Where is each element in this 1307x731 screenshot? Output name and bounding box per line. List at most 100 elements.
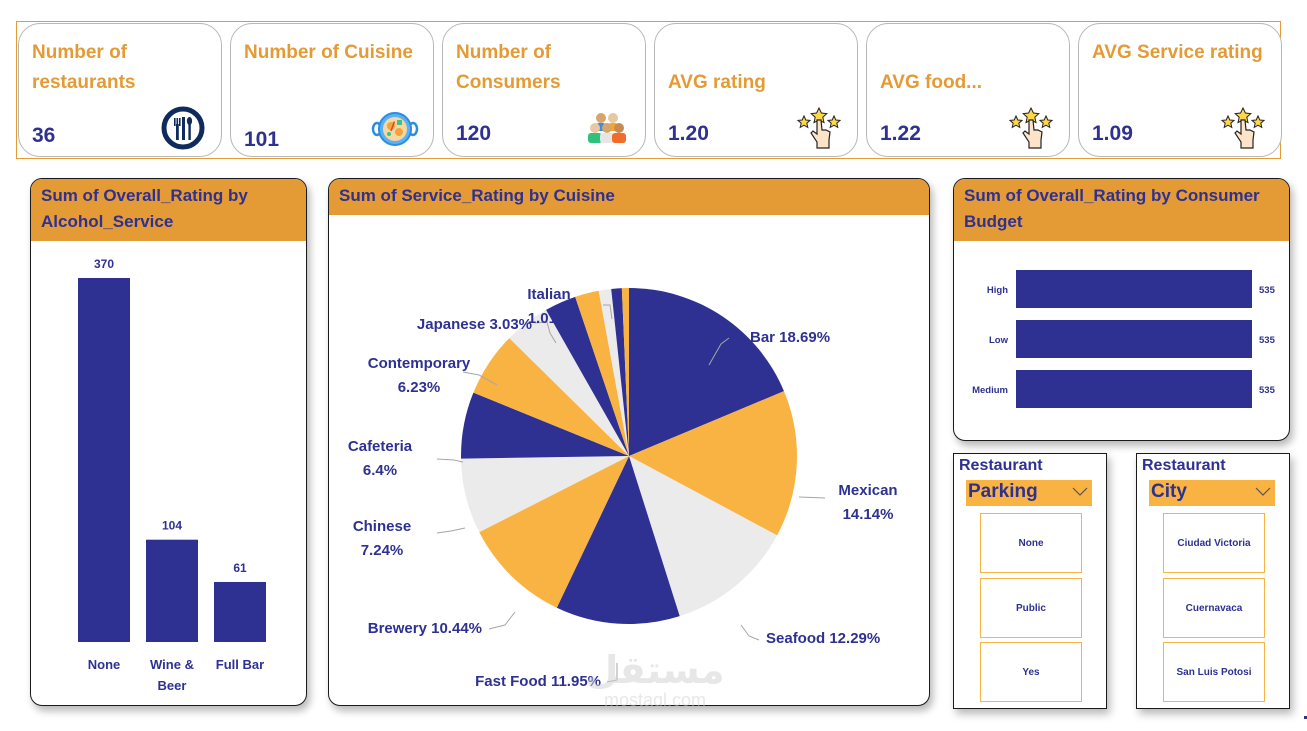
- bar-full-bar[interactable]: [214, 581, 266, 642]
- pie-label: 6.23%: [398, 379, 441, 396]
- star-rating-hand-icon: [796, 106, 842, 149]
- kpi-value: 1.22: [880, 122, 921, 145]
- bar-medium[interactable]: [1016, 370, 1252, 408]
- chart-title: Sum of Overall_Rating by Alcohol_Service: [31, 179, 306, 241]
- pie-slice-brewery[interactable]: [479, 456, 629, 608]
- cuisine-pie-chart-panel: Sum of Service_Rating by Cuisine Bar 18.…: [328, 178, 930, 706]
- pie-slice-contemporary[interactable]: [473, 338, 629, 456]
- pie-label: Italian: [527, 286, 570, 303]
- pie-slice-other-11[interactable]: [598, 288, 629, 456]
- bar-low[interactable]: [1016, 320, 1252, 358]
- cuisine-pie-chart: Bar 18.69% Mexican 14.14% Seafood 12.29% Fas…: [348, 286, 898, 690]
- slicer-label: Restaurant: [959, 457, 1043, 474]
- slicer-item[interactable]: San Luis Potosi: [1163, 642, 1265, 702]
- leader-line: [606, 663, 618, 683]
- bar-value-label: 535: [1259, 285, 1276, 296]
- consumer-budget-chart-panel: Sum of Overall_Rating by Consumer Budget…: [953, 178, 1290, 441]
- leader-line: [740, 624, 760, 641]
- slicer-item[interactable]: Cuernavaca: [1163, 578, 1265, 638]
- chart-title: Sum of Overall_Rating by Consumer Budget: [954, 179, 1289, 241]
- leader-line: [603, 304, 613, 320]
- pie-slice-japanese[interactable]: [546, 296, 629, 456]
- kpi-card-restaurants: Number of restaurants 36: [18, 23, 222, 157]
- chart-title: Sum of Service_Rating by Cuisine: [329, 179, 929, 215]
- category-label: High: [987, 285, 1008, 296]
- kpi-title: Number of Consumers: [456, 42, 561, 93]
- kpi-card-consumers: Number of Consumers 120: [442, 23, 646, 157]
- pie-label: Chinese: [353, 518, 411, 535]
- category-label: Medium: [972, 385, 1008, 396]
- kpi-value: 101: [244, 128, 280, 151]
- pie-label: 6.4%: [363, 462, 397, 479]
- kpi-value: 1.20: [668, 122, 709, 145]
- chevron-down-icon[interactable]: [1072, 484, 1088, 498]
- category-label: None: [88, 657, 121, 672]
- city-dropdown[interactable]: City: [1149, 480, 1275, 506]
- kpi-card-avg-service-rating: AVG Service rating 1.09: [1078, 23, 1282, 157]
- city-slicer: Restaurant City Ciudad Victoria Cuernava…: [1136, 453, 1290, 709]
- pie-label: Seafood 12.29%: [766, 630, 880, 647]
- kpi-title: AVG Service rating: [1092, 42, 1263, 63]
- kpi-title: Number of restaurants: [32, 42, 136, 93]
- parking-slicer: Restaurant Parking None Public Yes: [953, 453, 1107, 709]
- bar-high[interactable]: [1016, 270, 1252, 308]
- kpi-value: 120: [456, 122, 492, 145]
- alcohol-service-chart-panel: Sum of Overall_Rating by Alcohol_Service…: [30, 178, 307, 706]
- kpi-card-avg-food-rating: AVG food... 1.22: [866, 23, 1070, 157]
- kpi-strip: Number of restaurants 36 Number of Cuisi…: [16, 21, 1282, 159]
- category-label: Wine &: [150, 657, 194, 672]
- consumer-budget-bar-chart: High 535 Low 535 Medium 535: [972, 270, 1276, 408]
- kpi-title: AVG rating: [668, 72, 766, 93]
- chevron-down-icon[interactable]: [1255, 484, 1271, 498]
- pie-slice-mexican[interactable]: [629, 391, 797, 536]
- bar-value-label: 61: [233, 561, 247, 575]
- pie-slice-italian[interactable]: [611, 288, 629, 456]
- category-label: Low: [989, 335, 1009, 346]
- pie-slice-cafeteria[interactable]: [461, 392, 629, 459]
- bar-value-label: 104: [162, 519, 182, 533]
- pie-label: Contemporary: [368, 355, 471, 372]
- parking-dropdown[interactable]: Parking: [966, 480, 1092, 506]
- category-label: Full Bar: [216, 657, 264, 672]
- pie-slice-chinese[interactable]: [461, 456, 629, 533]
- leader-line: [436, 527, 466, 534]
- pie-slice-other-10[interactable]: [575, 290, 629, 456]
- slicer-field: Parking: [968, 481, 1038, 502]
- category-label: Beer: [158, 678, 187, 693]
- leader-line: [534, 321, 557, 344]
- watermark-text: مستقل: [586, 650, 725, 692]
- pie-label: Cafeteria: [348, 438, 413, 455]
- alcohol-service-bar-chart: 370 None 104 Wine & Beer 61 Full Bar: [78, 257, 266, 693]
- pie-slice-seafood[interactable]: [629, 456, 778, 617]
- pie-label: Brewery 10.44%: [368, 620, 482, 637]
- pie-label: Japanese 3.03%: [417, 316, 532, 333]
- bar-none[interactable]: [78, 278, 130, 642]
- star-rating-hand-icon: [1008, 106, 1054, 149]
- slicer-item[interactable]: Yes: [980, 642, 1082, 702]
- leader-line: [708, 337, 730, 366]
- leader-line: [488, 611, 516, 630]
- pie-label: Bar 18.69%: [750, 329, 830, 346]
- paella-pan-icon: [371, 112, 419, 146]
- pie-slice-fast-food[interactable]: [556, 456, 680, 624]
- pie-slice-other-8[interactable]: [509, 309, 629, 456]
- bar-wine-beer[interactable]: [146, 539, 198, 642]
- kpi-value: 36: [32, 124, 56, 147]
- pie-label: 1.01%: [528, 310, 571, 327]
- pie-slice-bar[interactable]: [629, 288, 784, 456]
- slicer-item[interactable]: Ciudad Victoria: [1163, 513, 1265, 573]
- watermark-sub: mostaql.com: [604, 690, 706, 708]
- pie-label: Mexican: [838, 482, 897, 499]
- leader-line: [798, 496, 826, 499]
- pie-slice-other-13[interactable]: [621, 288, 629, 456]
- kpi-card-avg-rating: AVG rating 1.20: [654, 23, 858, 157]
- pie-label: 7.24%: [361, 542, 404, 559]
- mostaql-watermark: مستقل mostaql.com: [586, 650, 725, 708]
- slicer-label: Restaurant: [1142, 457, 1226, 474]
- leader-line: [462, 371, 498, 386]
- slicer-item[interactable]: None: [980, 513, 1082, 573]
- bar-value-label: 535: [1259, 385, 1276, 396]
- bar-value-label: 370: [94, 257, 114, 271]
- slicer-item[interactable]: Public: [980, 578, 1082, 638]
- people-group-icon: [588, 113, 626, 143]
